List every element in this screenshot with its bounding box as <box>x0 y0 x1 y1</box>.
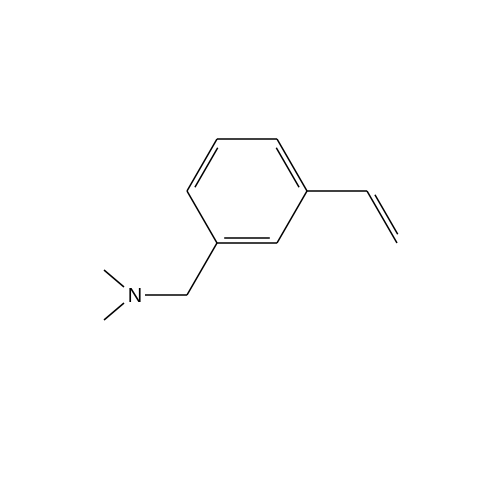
bond-line <box>104 270 124 287</box>
bond-line <box>187 139 217 191</box>
bond-line <box>367 191 397 243</box>
atom-label-N: N <box>128 285 142 307</box>
bond-line <box>277 139 307 191</box>
molecule-diagram: N <box>0 0 500 500</box>
bond-line <box>104 303 124 320</box>
bond-line <box>195 148 218 188</box>
bond-line <box>375 195 398 235</box>
bond-line <box>187 243 217 295</box>
bond-line <box>276 148 299 188</box>
bond-line <box>277 191 307 243</box>
bond-line <box>187 191 217 243</box>
